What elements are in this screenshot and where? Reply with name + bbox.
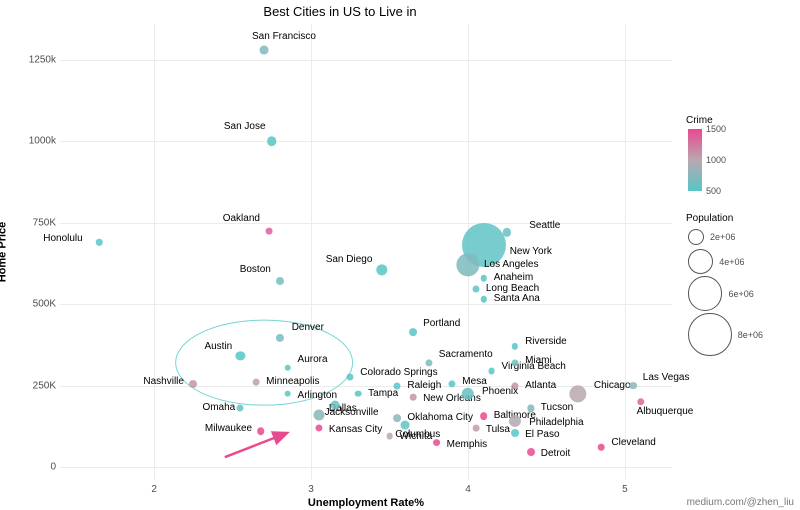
y-tick-label: 250K [6,380,56,391]
plot-area: San FranciscoSan JoseHonoluluOaklandBost… [60,24,672,480]
legend-size-label: 8e+06 [738,330,763,340]
attribution-text: medium.com/@zhen_liu [687,497,794,508]
legend-size-label: 2e+06 [710,232,735,242]
legend-size-row: 4e+06 [686,249,794,274]
chart-title: Best Cities in US to Live in [0,4,680,19]
legend-population-title: Population [686,213,794,224]
legend-size-circle [688,249,713,274]
legend-crime-bar: 15001000500 [688,129,702,191]
legend-size-row: 8e+06 [686,313,794,357]
legend-size-row: 6e+06 [686,276,794,310]
legend-size-label: 6e+06 [728,289,753,299]
x-tick-label: 3 [308,484,314,495]
x-tick-label: 4 [465,484,471,495]
legend-crime-tick: 500 [706,186,721,196]
legend-size-label: 4e+06 [719,257,744,267]
x-tick-label: 5 [622,484,628,495]
legend-size-row: 2e+06 [686,227,794,247]
legend: Crime 15001000500 Population 2e+064e+066… [686,115,794,358]
legend-size-circle [688,313,732,357]
legend-size-circle [688,276,722,310]
legend-crime-title: Crime [686,115,794,126]
x-axis-label: Unemployment Rate% [60,497,672,509]
x-tick-label: 2 [151,484,157,495]
chart-root: Best Cities in US to Live in Home Price … [0,0,800,510]
y-tick-label: 1250k [6,54,56,65]
y-tick-label: 750K [6,217,56,228]
arrow-icon [60,24,672,480]
legend-crime-tick: 1500 [706,124,726,134]
y-tick-label: 0 [6,461,56,472]
legend-crime-tick: 1000 [706,155,726,165]
y-tick-label: 1000k [6,136,56,147]
y-axis-label: Home Price [0,24,12,480]
legend-size-circle [688,229,704,245]
legend-population: Population 2e+06 4e+06 6e+06 8e+06 [686,213,794,356]
y-tick-label: 500K [6,299,56,310]
